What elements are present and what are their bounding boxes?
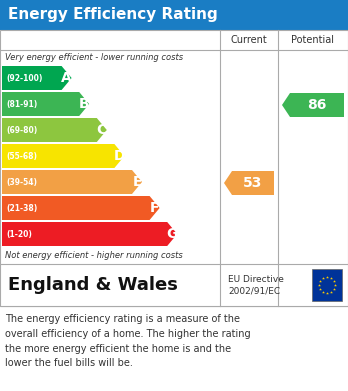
Text: C: C (97, 123, 107, 137)
Text: (21-38): (21-38) (6, 203, 37, 212)
Polygon shape (2, 118, 107, 142)
Bar (312, 269, 342, 301)
Text: 2002/91/EC: 2002/91/EC (228, 287, 280, 296)
Text: Potential: Potential (292, 35, 334, 45)
Polygon shape (2, 170, 142, 194)
Text: B: B (79, 97, 89, 111)
Text: Energy Efficiency Rating: Energy Efficiency Rating (8, 7, 218, 23)
Polygon shape (224, 171, 274, 195)
Text: (1-20): (1-20) (6, 230, 32, 239)
Polygon shape (2, 92, 89, 116)
Text: The energy efficiency rating is a measure of the
overall efficiency of a home. T: The energy efficiency rating is a measur… (5, 314, 251, 368)
Bar (0, 264, 348, 306)
Text: (39-54): (39-54) (6, 178, 37, 187)
Text: G: G (166, 227, 178, 241)
Text: Very energy efficient - lower running costs: Very energy efficient - lower running co… (5, 54, 183, 63)
Text: (55-68): (55-68) (6, 151, 37, 160)
Text: Current: Current (231, 35, 267, 45)
Bar (0, 0, 348, 30)
Bar (0, 30, 348, 306)
Polygon shape (2, 66, 72, 90)
Text: 53: 53 (243, 176, 263, 190)
Polygon shape (2, 222, 177, 246)
Text: 86: 86 (307, 98, 327, 112)
Polygon shape (2, 144, 124, 168)
Text: (92-100): (92-100) (6, 74, 42, 83)
Text: D: D (114, 149, 125, 163)
Text: Not energy efficient - higher running costs: Not energy efficient - higher running co… (5, 251, 183, 260)
Text: England & Wales: England & Wales (8, 276, 178, 294)
Text: A: A (61, 71, 72, 85)
Text: EU Directive: EU Directive (228, 276, 284, 285)
Polygon shape (2, 196, 160, 220)
Text: E: E (132, 175, 142, 189)
Text: (69-80): (69-80) (6, 126, 37, 135)
Text: (81-91): (81-91) (6, 99, 37, 108)
Polygon shape (282, 93, 344, 117)
Text: F: F (150, 201, 159, 215)
